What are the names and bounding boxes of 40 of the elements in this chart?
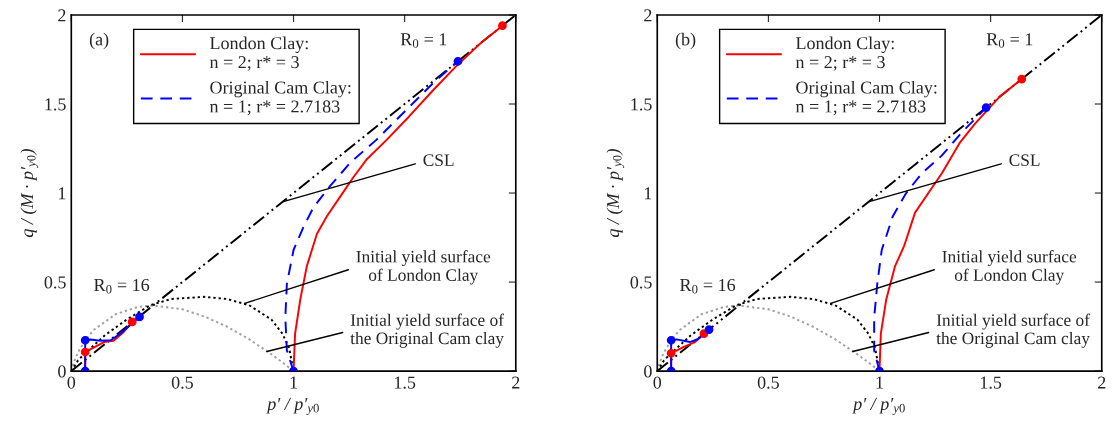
y-axis-title: q / (M · p′$_{y0}$) — [606, 149, 625, 238]
y-tick-label: 2 — [58, 9, 66, 22]
x-tick-label: 0.5 — [171, 376, 193, 389]
annotation: Initial yield surface of London Clay — [942, 250, 1077, 285]
annotation: CSL — [1009, 154, 1040, 166]
y-tick-label: 1 — [644, 187, 652, 200]
x-tick-label: 0.5 — [757, 376, 779, 389]
annotation: (a) — [89, 32, 109, 50]
legend-label: London Clay: n = 2; r* = 3 — [209, 36, 308, 71]
annotation: Initial yield surface of London Clay — [356, 250, 491, 285]
legend-label: Original Cam Clay: n = 1; r* = 2.7183 — [209, 80, 351, 116]
y-tick-label: 0.5 — [44, 276, 66, 289]
x-tick-label: 1.5 — [394, 376, 416, 389]
annotation: R$_{0}$ = 16 — [680, 278, 736, 294]
x-axis-title: p′ / p′$_{y0}$ — [852, 397, 905, 415]
x-tick-label: 1.5 — [980, 376, 1002, 389]
x-tick-label: 2 — [1098, 376, 1106, 389]
annotation: (b) — [675, 32, 696, 50]
legend-label: Original Cam Clay: n = 1; r* = 2.7183 — [795, 80, 937, 116]
annotation: R$_{0}$ = 1 — [986, 33, 1033, 48]
annotation: R$_{0}$ = 1 — [400, 33, 447, 48]
x-axis-title: p′ / p′$_{y0}$ — [266, 397, 319, 415]
y-tick-label: 0.5 — [630, 276, 652, 289]
y-tick-label: 1 — [59, 187, 66, 200]
x-tick-label: 0 — [67, 376, 76, 389]
y-tick-label: 0 — [58, 365, 66, 378]
annotation: CSL — [423, 154, 454, 166]
x-tick-label: 2 — [512, 376, 520, 389]
x-tick-label: 1 — [290, 376, 297, 389]
x-tick-label: 0 — [653, 376, 662, 389]
annotation: Initial yield surface of the Original Cam clay — [350, 313, 504, 348]
annotation: R$_{0}$ = 16 — [94, 278, 150, 294]
y-tick-label: 0 — [644, 365, 652, 378]
legend-label: London Clay: n = 2; r* = 3 — [795, 36, 894, 71]
y-tick-label: 2 — [644, 9, 652, 22]
x-tick-label: 1 — [876, 376, 883, 389]
y-tick-label: 1.5 — [45, 98, 66, 111]
y-tick-label: 1.5 — [631, 98, 652, 111]
y-axis-title: q / (M · p′$_{y0}$) — [20, 149, 39, 238]
annotation: Initial yield surface of the Original Cam clay — [936, 313, 1090, 348]
